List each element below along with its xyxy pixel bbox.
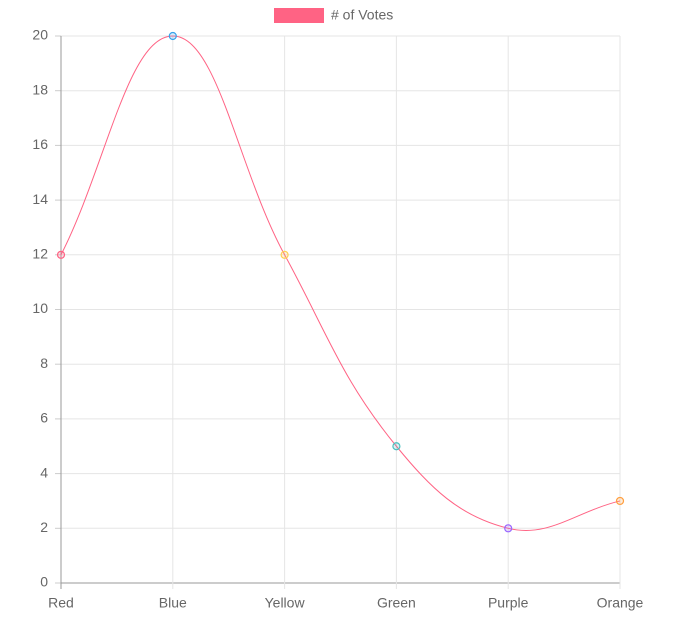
y-tick-label: 0 xyxy=(40,574,48,590)
y-tick-label: 6 xyxy=(40,410,48,426)
x-tick-label: Orange xyxy=(597,595,644,611)
point xyxy=(56,250,66,259)
x-tick-label: Blue xyxy=(159,595,187,611)
x-tick-label: Purple xyxy=(488,595,529,611)
y-tick-label: 18 xyxy=(32,81,48,97)
x-tick-label: Red xyxy=(48,595,74,611)
y-tick-label: 4 xyxy=(40,464,48,480)
point xyxy=(615,496,625,506)
point xyxy=(504,524,513,533)
x-tick-label: Green xyxy=(377,595,416,611)
y-tick-label: 20 xyxy=(32,27,48,43)
y-tick-label: 12 xyxy=(32,246,48,262)
y-tick-label: 2 xyxy=(40,519,48,535)
point xyxy=(280,250,289,259)
legend-swatch xyxy=(274,8,324,23)
point xyxy=(392,442,401,451)
y-tick-label: 10 xyxy=(32,300,48,316)
y-tick-label: 16 xyxy=(32,136,48,152)
y-tick-label: 8 xyxy=(40,355,48,371)
y-tick-label: 14 xyxy=(32,191,48,207)
x-tick-label: Yellow xyxy=(265,595,306,611)
legend-label: # of Votes xyxy=(331,7,393,23)
line xyxy=(60,35,621,531)
point xyxy=(168,31,177,41)
